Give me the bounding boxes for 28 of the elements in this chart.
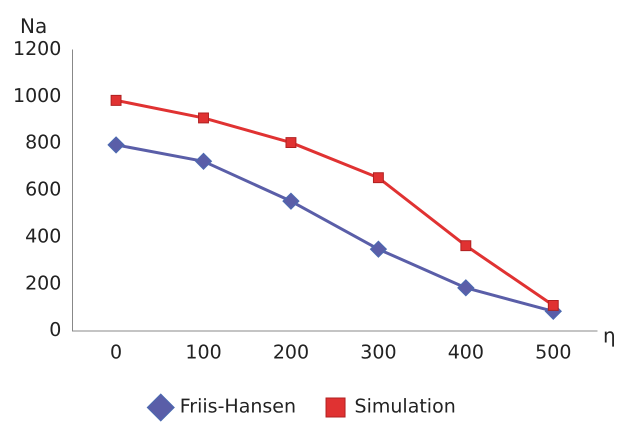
x-tick-label: 400 [448,342,484,364]
y-tick-label: 1200 [12,38,62,60]
y-tick-label: 800 [25,132,62,154]
point [372,172,384,184]
point [282,192,300,210]
point [286,137,296,148]
x-axis-title: η [603,323,616,348]
y-tick-label: 0 [49,319,62,342]
point [370,240,387,258]
y-axis-title: Na [20,14,48,38]
x-tick-label: 0 [110,342,122,364]
y-tick-label: 200 [25,272,62,294]
y-tick-label: 400 [25,225,62,248]
point [198,112,209,124]
y-tick-label: 1000 [12,84,62,107]
point [460,240,472,252]
x-tick-label: 100 [185,342,222,364]
point [195,152,212,170]
x-tick-label: 300 [360,342,397,364]
point [457,279,474,296]
legend-label: Simulation [354,395,456,418]
point [548,300,559,311]
y-tick-label: 600 [25,178,62,201]
x-tick-label: 500 [535,342,572,364]
point [110,94,122,106]
legend-label: Friis-Hansen [180,395,296,418]
point [108,136,125,154]
x-tick-label: 200 [272,342,310,364]
